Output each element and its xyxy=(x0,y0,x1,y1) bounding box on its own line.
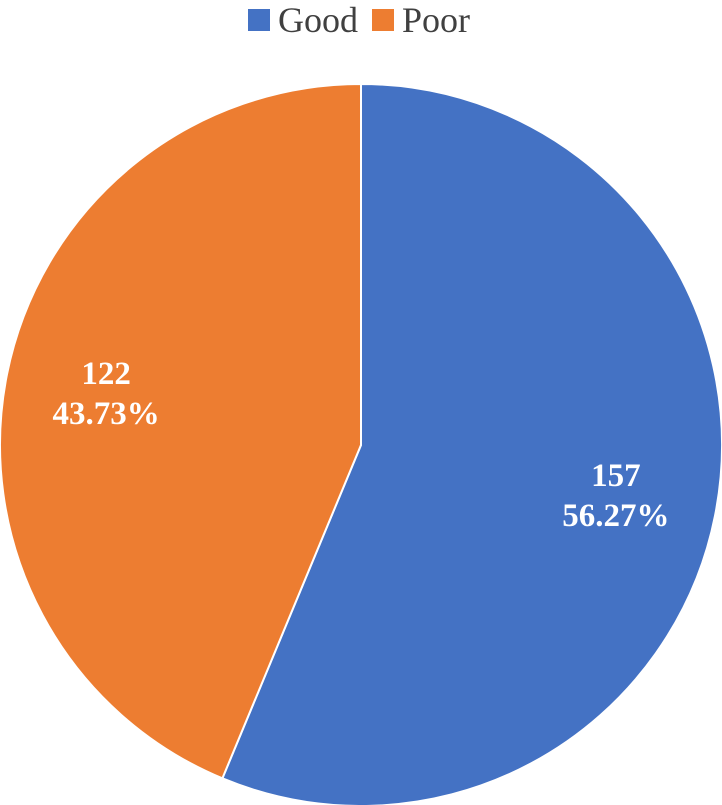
legend-item-good: Good xyxy=(248,0,358,40)
legend: Good Poor xyxy=(248,0,470,40)
pie-slice-poor xyxy=(0,82,362,780)
pie-slices xyxy=(0,82,722,805)
pie-slice-good xyxy=(221,82,722,805)
legend-swatch-poor xyxy=(372,9,394,31)
legend-label-good: Good xyxy=(278,0,358,40)
legend-swatch-good xyxy=(248,9,270,31)
slice-value-label-poor: 122 xyxy=(81,356,131,392)
slice-percent-label-good: 56.27% xyxy=(562,498,669,534)
slice-percent-label-poor: 43.73% xyxy=(52,396,159,432)
slice-value-label-good: 157 xyxy=(591,458,641,494)
legend-item-poor: Poor xyxy=(372,0,470,40)
slice-labels: 157 56.27% 122 43.73% xyxy=(52,356,669,534)
legend-label-poor: Poor xyxy=(402,0,470,40)
